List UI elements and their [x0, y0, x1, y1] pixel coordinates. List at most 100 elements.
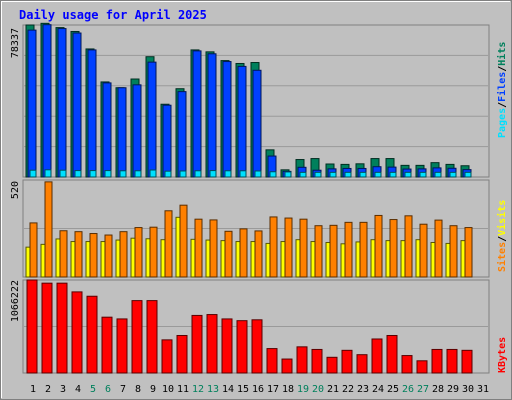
legend-sep-2: / — [497, 66, 508, 72]
pages-bar — [44, 169, 52, 178]
day-label: 8 — [135, 384, 141, 395]
sites-bar — [284, 217, 293, 278]
kbytes-bar — [296, 346, 308, 374]
day-label: 21 — [327, 384, 339, 395]
legend-visits-sites: Sites/Visits — [496, 200, 508, 272]
day-label: 31 — [477, 384, 489, 395]
sites-bar — [434, 219, 443, 278]
files-bar — [207, 53, 217, 178]
sites-bar — [164, 210, 173, 278]
day-label: 15 — [237, 384, 249, 395]
pages-bar — [359, 171, 367, 178]
pages-bar — [434, 171, 442, 178]
sites-bar — [179, 204, 188, 278]
kbytes-bar — [131, 300, 143, 374]
sites-bar — [344, 221, 353, 278]
kbytes-bar — [101, 316, 113, 374]
legend-files: Files — [496, 72, 508, 102]
sites-bar — [119, 231, 128, 278]
kbytes-bar — [281, 358, 293, 374]
day-label: 24 — [372, 384, 384, 395]
pages-bar — [314, 171, 322, 178]
pages-bar — [209, 170, 217, 178]
visits-sites-panel — [22, 179, 490, 278]
kbytes-bar — [401, 355, 413, 374]
kbytes-bar — [341, 349, 353, 374]
legend-visits: Visits — [496, 200, 508, 236]
sites-bar — [254, 230, 263, 278]
files-bar — [87, 49, 97, 178]
kbytes-bar — [86, 295, 98, 374]
pages-bar — [104, 170, 112, 178]
pages-bar — [29, 169, 37, 178]
kbytes-bar — [236, 320, 248, 374]
files-bar — [57, 28, 67, 178]
sites-bar — [44, 181, 53, 278]
kbytes-bar — [371, 338, 383, 374]
day-label: 19 — [297, 384, 309, 395]
sites-bar — [104, 234, 113, 278]
kbytes-bar — [446, 348, 458, 374]
day-label: 5 — [90, 384, 96, 395]
day-label: 2 — [45, 384, 51, 395]
kbytes-bar — [311, 348, 323, 374]
files-bar — [72, 32, 82, 178]
day-label: 22 — [342, 384, 354, 395]
sites-bar — [359, 221, 368, 278]
day-label: 28 — [432, 384, 444, 395]
sites-bar — [404, 215, 413, 278]
pages-bar — [344, 171, 352, 178]
sites-bar — [59, 230, 68, 278]
kbytes-bar — [71, 291, 83, 374]
kbytes-bar — [26, 279, 38, 374]
day-label: 20 — [312, 384, 324, 395]
day-label: 9 — [150, 384, 156, 395]
legend-sites: Sites — [496, 242, 508, 272]
day-label: 23 — [357, 384, 369, 395]
kbytes-bar — [266, 348, 278, 374]
kbytes-bar — [56, 282, 68, 374]
pages-bar — [224, 170, 232, 178]
files-bar — [222, 61, 232, 178]
kbytes-bar — [416, 360, 428, 374]
kbytes-ymax-label: 1066222 — [10, 280, 21, 322]
kbytes-bar — [161, 339, 173, 374]
chart-title: Daily usage for April 2025 — [19, 8, 207, 22]
sites-bar — [209, 219, 218, 278]
day-label: 30 — [462, 384, 474, 395]
kbytes-bar — [356, 354, 368, 374]
sites-bar — [134, 227, 143, 278]
day-label: 26 — [402, 384, 414, 395]
kbytes-bar — [176, 334, 188, 374]
files-bar — [117, 87, 127, 178]
kbytes-bar — [41, 282, 53, 374]
hits-files-pages-panel — [22, 22, 490, 178]
sites-bar — [389, 219, 398, 278]
sites-bar — [314, 225, 323, 278]
kbytes-bar — [191, 314, 203, 374]
pages-bar — [164, 170, 172, 178]
pages-bar — [74, 170, 82, 178]
pages-bar — [269, 171, 277, 178]
day-label: 6 — [105, 384, 111, 395]
day-label: 25 — [387, 384, 399, 395]
day-label: 12 — [192, 384, 204, 395]
kbytes-bar — [431, 348, 443, 374]
sites-bar — [29, 222, 38, 278]
sites-bar — [224, 230, 233, 278]
pages-bar — [299, 171, 307, 178]
day-label: 14 — [222, 384, 234, 395]
files-bar — [192, 50, 202, 178]
legend-kbytes-label: KBytes — [497, 337, 508, 373]
day-label: 16 — [252, 384, 264, 395]
files-bar — [27, 29, 37, 178]
pages-bar — [179, 170, 187, 178]
pages-bar — [419, 171, 427, 178]
kbytes-panel — [22, 279, 490, 374]
day-label: 7 — [120, 384, 126, 395]
pages-bar — [284, 171, 292, 178]
files-bar — [252, 69, 262, 178]
day-label: 11 — [177, 384, 189, 395]
